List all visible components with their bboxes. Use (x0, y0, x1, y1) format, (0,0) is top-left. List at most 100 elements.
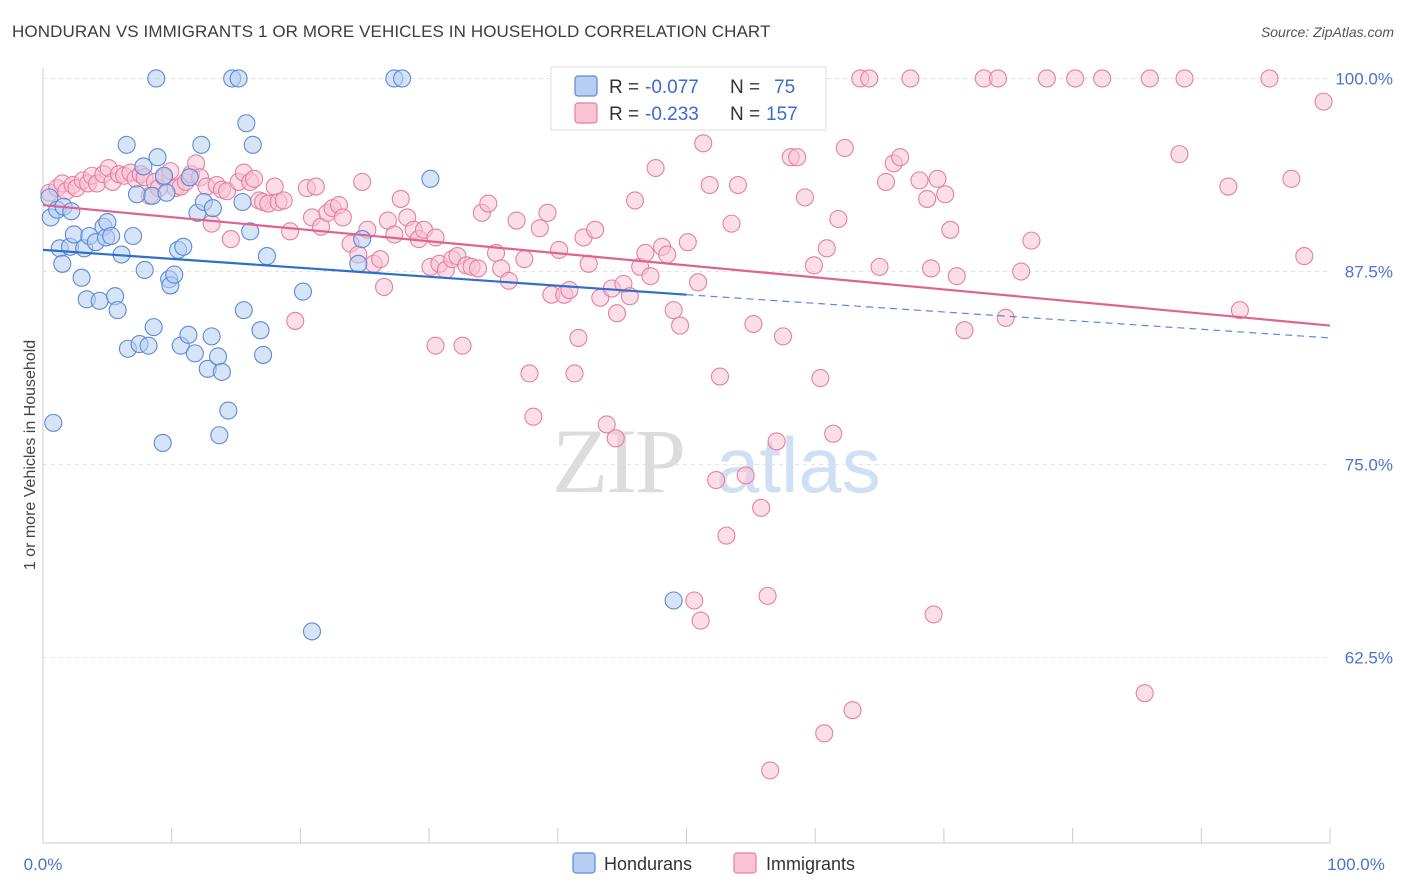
hondurans-point (241, 222, 260, 241)
immigrants-point (752, 498, 771, 517)
immigrants-point (1260, 69, 1279, 88)
hondurans-point (124, 226, 143, 246)
correlation-legend: R = -0.077 N = 75 R = -0.233 N = 157 (550, 66, 827, 131)
immigrants-point (773, 327, 793, 346)
legend-n-label-2: N = (730, 104, 760, 125)
immigrants-point (936, 185, 955, 204)
bottom-legend-label-immigrants: Immigrants (766, 854, 855, 874)
hondurans-point (174, 237, 193, 256)
hondurans-point (44, 413, 63, 432)
hondurans-point (134, 157, 153, 176)
immigrants-point (499, 271, 518, 290)
y-tick-labels: 100.0% 87.5% 75.0% 62.5% (1335, 69, 1393, 667)
hondurans-point (185, 344, 204, 363)
hondurans-point (157, 183, 176, 202)
hondurans-point (302, 622, 322, 641)
immigrants-point (520, 364, 539, 383)
immigrants-point (710, 367, 730, 386)
immigrants-point (625, 191, 645, 210)
immigrants-point (375, 277, 394, 297)
hondurans-point (153, 433, 172, 453)
immigrants-point (1135, 684, 1154, 703)
bottom-legend-swatch-immigrants (733, 852, 757, 874)
immigrants-point (843, 701, 862, 720)
immigrants-point (507, 211, 526, 230)
immigrants-point (306, 177, 325, 196)
immigrants-point (788, 148, 807, 167)
immigrants-point (1170, 145, 1189, 164)
immigrants-point (694, 134, 713, 153)
immigrants-point (586, 220, 605, 239)
hondurans-point (233, 192, 252, 212)
immigrants-point (815, 724, 834, 743)
y-axis-label: 1 or more Vehicles in Household (22, 340, 39, 570)
immigrants-point (870, 257, 889, 276)
immigrants-point (921, 259, 941, 278)
hondurans-point (219, 401, 238, 420)
immigrants-point (824, 424, 843, 443)
hondurans-point (664, 591, 683, 610)
immigrants-point (607, 304, 627, 323)
hondurans-point (144, 318, 163, 337)
immigrants-point (1066, 69, 1085, 88)
grid-lines (43, 77, 1330, 659)
immigrants-point (1219, 177, 1238, 196)
y-tick-label: 62.5% (1345, 649, 1393, 668)
immigrants-point (955, 321, 974, 340)
immigrants-point (689, 273, 708, 292)
immigrants-point (924, 605, 943, 624)
hondurans-point (257, 247, 276, 266)
immigrants-point (281, 222, 300, 241)
immigrants-point (333, 208, 352, 227)
immigrants-point (678, 233, 697, 252)
immigrants-point (658, 245, 677, 264)
hondurans-point (208, 347, 228, 366)
hondurans-point (135, 260, 154, 280)
immigrants-point (664, 301, 683, 320)
hondurans-points (40, 69, 683, 641)
immigrants-trend-line (42, 204, 1331, 327)
hondurans-point (64, 225, 83, 244)
immigrants-point (996, 308, 1015, 327)
immigrants-points (40, 69, 1333, 780)
hondurans-point (393, 69, 412, 88)
trend-lines (42, 204, 1331, 339)
immigrants-point (371, 250, 390, 269)
immigrants-point (530, 219, 549, 238)
legend-r-label-2: R = (609, 104, 639, 125)
legend-r-label-1: R = (609, 77, 639, 98)
immigrants-point (928, 169, 947, 188)
hondurans-point (237, 114, 256, 133)
immigrants-point (744, 314, 763, 334)
immigrants-point (891, 148, 910, 167)
hondurans-point (353, 230, 372, 249)
chart-title: HONDURAN VS IMMIGRANTS 1 OR MORE VEHICLE… (12, 22, 771, 41)
hondurans-point (203, 199, 222, 218)
immigrants-point (274, 191, 293, 210)
immigrants-point (947, 267, 966, 286)
immigrants-point (1230, 301, 1249, 320)
immigrants-point (641, 267, 660, 286)
legend-r-value-1: -0.077 (645, 77, 699, 98)
x-tick-label-max: 100.0% (1327, 855, 1385, 874)
immigrants-point (685, 591, 704, 610)
hondurans-point (108, 301, 127, 320)
immigrants-point (941, 220, 960, 239)
immigrants-point (728, 175, 748, 195)
immigrants-point (835, 138, 854, 158)
hondurans-point (212, 362, 231, 381)
legend-n-value-1: 75 (774, 77, 795, 98)
hondurans-point (251, 321, 270, 340)
hondurans-point (154, 166, 174, 185)
immigrants-point (1295, 247, 1314, 266)
bottom-legend-label-hondurans: Hondurans (604, 854, 692, 874)
immigrants-point (707, 470, 726, 490)
immigrants-point (1037, 69, 1056, 88)
immigrants-point (538, 203, 557, 222)
hondurans-point (139, 336, 158, 355)
y-tick-label: 87.5% (1345, 263, 1393, 282)
immigrants-point (918, 189, 937, 208)
hondurans-point (102, 226, 121, 246)
legend-r-value-2: -0.233 (645, 104, 699, 125)
immigrants-point (479, 194, 498, 213)
